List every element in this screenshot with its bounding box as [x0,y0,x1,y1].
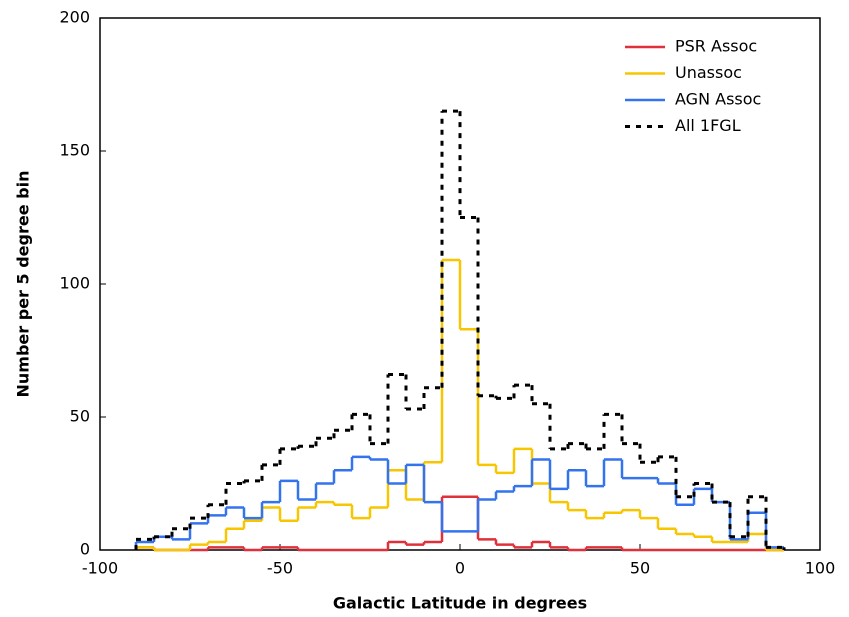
x-tick-label: -50 [267,559,293,578]
y-tick-label: 150 [59,141,90,160]
y-tick-label: 0 [80,540,90,559]
x-axis-label: Galactic Latitude in degrees [333,594,587,613]
legend-label: PSR Assoc [675,37,757,56]
legend-label: All 1FGL [675,116,741,135]
y-axis-label: Number per 5 degree bin [14,171,33,398]
x-tick-label: -100 [82,559,118,578]
y-tick-label: 200 [59,8,90,27]
legend-label: AGN Assoc [675,90,761,109]
x-tick-label: 100 [805,559,836,578]
legend-label: Unassoc [675,63,742,82]
y-tick-label: 100 [59,274,90,293]
x-tick-label: 50 [630,559,650,578]
y-tick-label: 50 [70,407,90,426]
x-tick-label: 0 [455,559,465,578]
